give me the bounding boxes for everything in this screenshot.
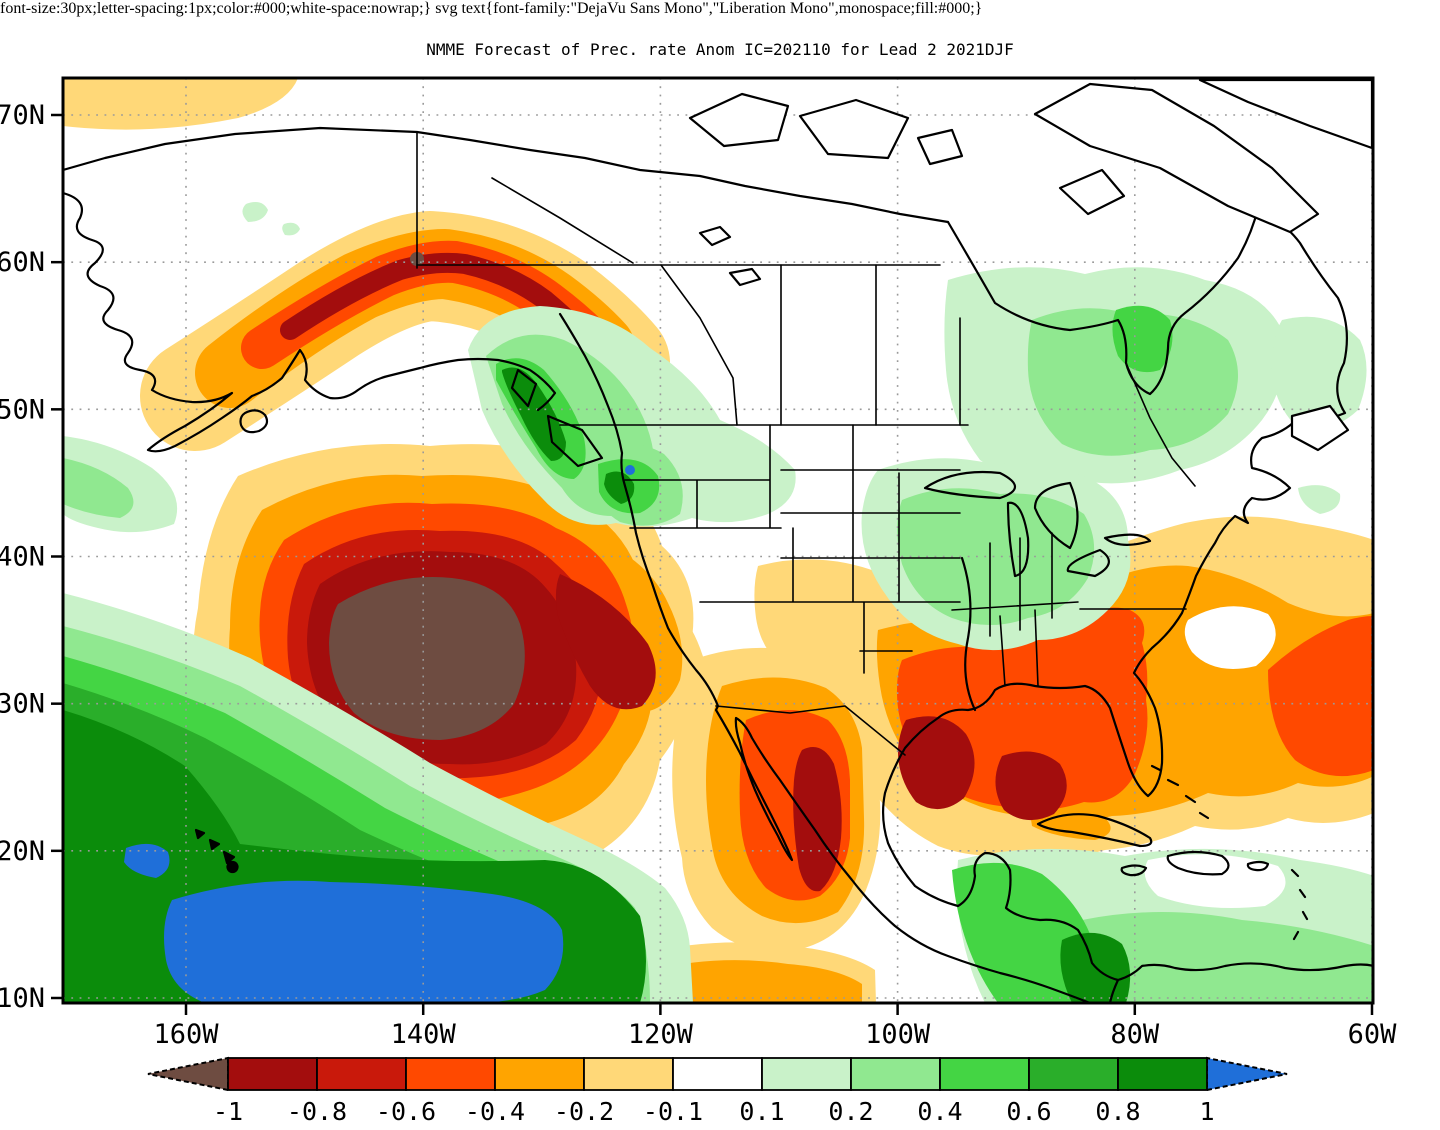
islands-bahamas <box>1150 764 1210 820</box>
anom-california-darkred <box>555 574 656 710</box>
island-cuba <box>1036 813 1153 848</box>
plot-title: NMME Forecast of Prec. rate Anom IC=2021… <box>426 40 1014 59</box>
anom-maritimes-pale <box>1271 316 1367 429</box>
colorbar-segment-6 <box>761 1057 852 1091</box>
anom-greatlakes-light <box>897 488 1095 625</box>
anom-quebec-light <box>1027 308 1238 456</box>
colorbar-segment-9 <box>1028 1057 1119 1091</box>
xtick-label-80W: 80W <box>1110 1019 1160 1050</box>
coastline-west <box>558 312 1092 1003</box>
axes: 70N 60N 50N 40N 30N 20N 10N 160W 140W 120W 100W 80W… <box>0 100 1397 1050</box>
border-mexico <box>715 705 906 756</box>
anom-nw-dark-coast <box>502 367 566 461</box>
border-prairie-provinces <box>780 264 1196 487</box>
colorbar-segment-5 <box>672 1057 763 1091</box>
island-kingwilliam <box>916 128 964 166</box>
ytick-label-60N: 60N <box>0 247 45 278</box>
anom-arctic-strip-yellow <box>63 78 298 130</box>
anom-atlantic-pale-speck <box>1298 485 1341 514</box>
anom-bering-pale-speck-2 <box>282 222 300 236</box>
colorbar-above-arrow <box>1206 1056 1288 1092</box>
colorbar-segment-4 <box>583 1057 674 1091</box>
anomaly-field <box>63 78 1373 1003</box>
islands-hawaii <box>194 828 239 873</box>
anom-tropic-blue <box>164 880 564 1003</box>
islands-antilles <box>1290 868 1309 941</box>
border-yukon-nwt <box>491 177 634 264</box>
anom-texascoast-darkred <box>897 716 975 810</box>
border-bc-alberta <box>660 264 738 426</box>
island-jamaica <box>1120 864 1148 877</box>
anom-mexico-darkred <box>793 747 842 892</box>
ytick-label-50N: 50N <box>0 394 45 425</box>
island-victoria <box>798 98 910 160</box>
colorbar-segment-8 <box>939 1057 1030 1091</box>
coastline-arctic <box>63 126 950 224</box>
colorbar-segment-0 <box>227 1057 318 1091</box>
anom-venezuela-light <box>1072 912 1373 1003</box>
landmass-greenland-corner <box>1198 78 1373 150</box>
ytick-label-30N: 30N <box>0 689 45 720</box>
island-baffin <box>1033 82 1320 234</box>
colorbar-segment-3 <box>494 1057 585 1091</box>
island-southampton <box>1058 168 1126 216</box>
island-newfoundland <box>1290 404 1350 452</box>
xtick-label-100W: 100W <box>865 1019 931 1050</box>
xtick-label-140W: 140W <box>391 1019 457 1050</box>
colorbar-segment-10 <box>1117 1057 1208 1091</box>
river-mississippi <box>960 556 977 712</box>
coastline-hudson-east-gulf <box>881 206 1373 1003</box>
colorbar: -1 -0.8 -0.6 -0.4 -0.2 -0.1 0.1 0.2 0.4 0.6 0.8 1 <box>147 1056 1288 1126</box>
xtick-label-120W: 120W <box>628 1019 694 1050</box>
colorbar-below-arrow <box>147 1056 229 1092</box>
colorbar-segment-7 <box>850 1057 941 1091</box>
island-kodiak <box>239 409 269 434</box>
nmme-forecast-figure: NMME Forecast of Prec. rate Anom IC=2021… <box>0 18 1440 1130</box>
basemap <box>63 78 1373 1003</box>
anom-jamesbay-medium <box>1112 305 1173 373</box>
island-haidagwaii <box>510 368 538 408</box>
border-states <box>624 424 1187 687</box>
island-puertorico <box>1246 860 1270 872</box>
ytick-label-40N: 40N <box>0 542 45 573</box>
lakes-great <box>923 470 1152 578</box>
plot-frame <box>61 76 1375 1005</box>
island-hispaniola <box>1166 850 1230 876</box>
anom-atlantic-white-gap <box>1184 606 1276 669</box>
anom-pacific-brown-core <box>329 577 525 740</box>
ytick-label-10N: 10N <box>0 983 45 1014</box>
anom-nw-blue-speck <box>625 465 635 475</box>
anom-centralamerica-medium <box>952 862 1095 1003</box>
lakes-north <box>698 225 762 287</box>
anom-bering-pale-speck-1 <box>242 202 268 222</box>
ytick-label-20N: 20N <box>0 836 45 867</box>
xtick-label-160W: 160W <box>153 1019 219 1050</box>
anom-westedge-light <box>63 458 134 518</box>
colorbar-segment-2 <box>405 1057 496 1091</box>
anom-alaska-band-darkred <box>280 252 588 340</box>
ytick-label-70N: 70N <box>0 100 45 131</box>
forecast-map: 70N 60N 50N 40N 30N 20N 10N 160W 140W 120W 100W 80W… <box>0 76 1397 1126</box>
anom-south-band-orange <box>652 960 862 1003</box>
island-banks <box>688 92 790 148</box>
colorbar-segment-1 <box>316 1057 407 1091</box>
xtick-label-60W: 60W <box>1348 1019 1398 1050</box>
anom-atlantic-orangered-band <box>1268 616 1373 777</box>
island-vancouver <box>546 414 604 468</box>
coastline-alaska <box>63 191 557 453</box>
anom-gulfcore-darkred <box>995 751 1067 821</box>
anom-tropic-blue-small <box>124 843 170 878</box>
